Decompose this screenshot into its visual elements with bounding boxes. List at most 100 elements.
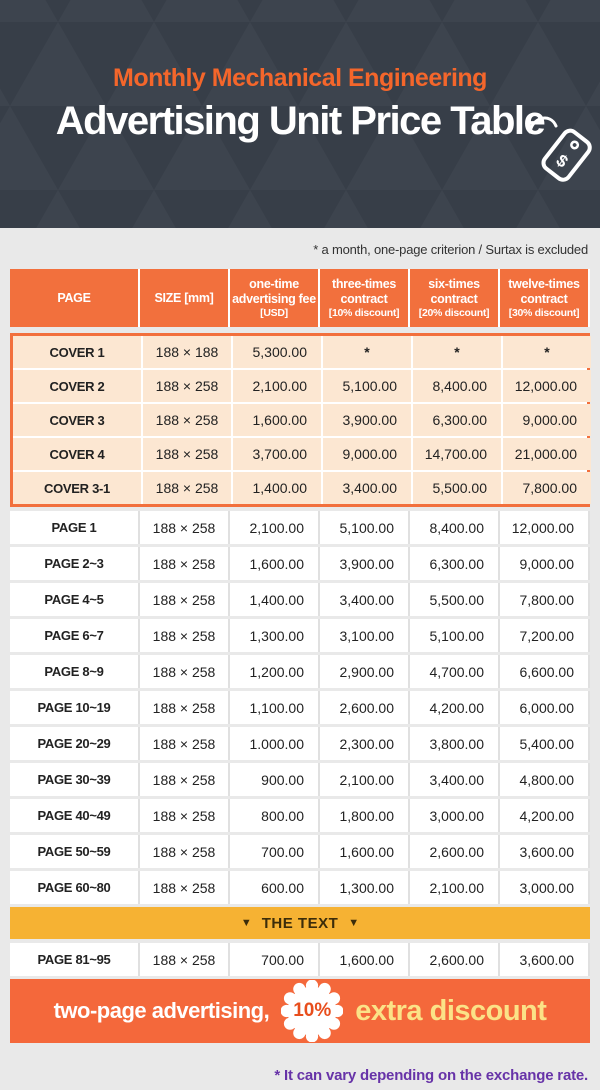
table-row: COVER 1 188 × 188 5,300.00 * * * — [13, 336, 591, 368]
table-row: PAGE 30~39 188 × 258 900.00 2,100.00 3,400.0… — [10, 763, 590, 796]
column-header-sub: [10% discount] — [328, 306, 400, 319]
fee-cell: 4,200.00 — [500, 799, 588, 832]
fee-cell: 3,400.00 — [410, 763, 498, 796]
table-header: PAGE SIZE [mm] one-time advertising fee [US… — [10, 269, 590, 327]
fee-cell: 3,000.00 — [500, 871, 588, 904]
column-header: SIZE [mm] — [140, 269, 228, 327]
column-header-sub: [30% discount] — [508, 306, 580, 319]
fee-cell: * — [323, 336, 411, 368]
table-row: PAGE 8~9 188 × 258 1,200.00 2,900.00 4,700.0… — [10, 655, 590, 688]
column-header-label: SIZE [mm] — [154, 290, 214, 305]
column-header: three-times contract [10% discount] — [320, 269, 408, 327]
fee-cell: 5,100.00 — [320, 511, 408, 544]
size-cell: 188 × 258 — [143, 370, 231, 402]
discount-banner: two-page advertising, 10% extra discount — [10, 979, 590, 1043]
page-cell: PAGE 20~29 — [10, 727, 138, 760]
page-cell: PAGE 6~7 — [10, 619, 138, 652]
page-cell: PAGE 50~59 — [10, 835, 138, 868]
fee-cell: 5,300.00 — [233, 336, 321, 368]
page-cell: PAGE 10~19 — [10, 691, 138, 724]
column-header-label: one-time advertising fee — [232, 277, 316, 306]
column-header: twelve-times contract [30% discount] — [500, 269, 588, 327]
fee-cell: 2,600.00 — [320, 691, 408, 724]
size-cell: 188 × 258 — [143, 404, 231, 436]
fee-cell: 21,000.00 — [503, 438, 591, 470]
fee-cell: 1,300.00 — [320, 871, 408, 904]
fee-cell: 4,700.00 — [410, 655, 498, 688]
cover-rows: COVER 1 188 × 188 5,300.00 * * * COVER 2 188 × … — [13, 336, 591, 504]
fee-cell: * — [413, 336, 501, 368]
fee-cell: 700.00 — [230, 835, 318, 868]
column-header-label: PAGE — [57, 290, 91, 305]
fee-cell: 5,500.00 — [413, 472, 501, 504]
fee-cell: 3,900.00 — [323, 404, 411, 436]
fee-cell: 2,100.00 — [233, 370, 321, 402]
triangle-down-icon: ▼ — [348, 917, 360, 929]
table-row: COVER 3-1 188 × 258 1,400.00 3,400.00 5,500.… — [13, 472, 591, 504]
seal-icon — [280, 979, 344, 1043]
table-row: PAGE 4~5 188 × 258 1,400.00 3,400.00 5,500.0… — [10, 583, 590, 616]
size-cell: 188 × 258 — [140, 583, 228, 616]
page-cell: PAGE 4~5 — [10, 583, 138, 616]
fee-cell: 3,900.00 — [320, 547, 408, 580]
page-cell: COVER 2 — [13, 370, 141, 402]
ten-percent-badge: 10% — [280, 979, 344, 1043]
svg-text:$: $ — [552, 151, 572, 172]
size-cell: 188 × 258 — [143, 472, 231, 504]
size-cell: 188 × 188 — [143, 336, 231, 368]
table-header-row: PAGE SIZE [mm] one-time advertising fee [US… — [10, 269, 590, 327]
badge-percentage: 10% — [293, 1000, 332, 1021]
fee-cell: 1,600.00 — [320, 835, 408, 868]
fee-cell: 3,100.00 — [320, 619, 408, 652]
size-cell: 188 × 258 — [140, 511, 228, 544]
fee-cell: 2,100.00 — [410, 871, 498, 904]
table-row: PAGE 50~59 188 × 258 700.00 1,600.00 2,600.0… — [10, 835, 590, 868]
page-cell: PAGE 81~95 — [10, 943, 138, 976]
fee-cell: 5,100.00 — [410, 619, 498, 652]
table-row: COVER 4 188 × 258 3,700.00 9,000.00 14,700.0… — [13, 438, 591, 470]
fee-cell: 12,000.00 — [503, 370, 591, 402]
fee-cell: 9,000.00 — [500, 547, 588, 580]
the-text-divider: ▼ THE TEXT ▼ — [10, 907, 590, 939]
fee-cell: 1.000.00 — [230, 727, 318, 760]
fee-cell: 12,000.00 — [500, 511, 588, 544]
page-cell: COVER 1 — [13, 336, 141, 368]
fee-cell: 2,600.00 — [410, 835, 498, 868]
fee-cell: 2,300.00 — [320, 727, 408, 760]
table-row: PAGE 40~49 188 × 258 800.00 1,800.00 3,000.0… — [10, 799, 590, 832]
fee-cell: 5,400.00 — [500, 727, 588, 760]
fee-cell: 1,800.00 — [320, 799, 408, 832]
size-cell: 188 × 258 — [140, 547, 228, 580]
fee-cell: 2,100.00 — [230, 511, 318, 544]
fee-cell: 700.00 — [230, 943, 318, 976]
fee-cell: 3,600.00 — [500, 943, 588, 976]
size-cell: 188 × 258 — [140, 619, 228, 652]
fee-cell: 900.00 — [230, 763, 318, 796]
fee-cell: 8,400.00 — [413, 370, 501, 402]
fee-cell: 1,600.00 — [320, 943, 408, 976]
fee-cell: 6,300.00 — [413, 404, 501, 436]
column-header: PAGE — [10, 269, 138, 327]
table-row: PAGE 81~95 188 × 258 700.00 1,600.00 2,600.0… — [10, 943, 590, 976]
page-title: Advertising Unit Price Table — [55, 99, 546, 143]
size-cell: 188 × 258 — [140, 655, 228, 688]
table-row: PAGE 60~80 188 × 258 600.00 1,300.00 2,100.0… — [10, 871, 590, 904]
table-row: COVER 3 188 × 258 1,600.00 3,900.00 6,300.00… — [13, 404, 591, 436]
page-cell: PAGE 30~39 — [10, 763, 138, 796]
table-row: PAGE 20~29 188 × 258 1.000.00 2,300.00 3,800… — [10, 727, 590, 760]
fee-cell: 2,100.00 — [320, 763, 408, 796]
size-cell: 188 × 258 — [140, 691, 228, 724]
triangle-pattern-background — [0, 0, 600, 228]
fee-cell: 4,200.00 — [410, 691, 498, 724]
price-tag-icon: $ — [528, 116, 592, 182]
fee-cell: 3,600.00 — [500, 835, 588, 868]
page-cell: PAGE 1 — [10, 511, 138, 544]
fee-cell: 6,600.00 — [500, 655, 588, 688]
size-cell: 188 × 258 — [140, 727, 228, 760]
column-header-label: twelve-times contract — [508, 277, 580, 306]
fee-cell: 1,400.00 — [233, 472, 321, 504]
fee-cell: 2,600.00 — [410, 943, 498, 976]
table-row: COVER 2 188 × 258 2,100.00 5,100.00 8,400.00… — [13, 370, 591, 402]
size-cell: 188 × 258 — [140, 799, 228, 832]
fee-cell: 1,600.00 — [233, 404, 321, 436]
